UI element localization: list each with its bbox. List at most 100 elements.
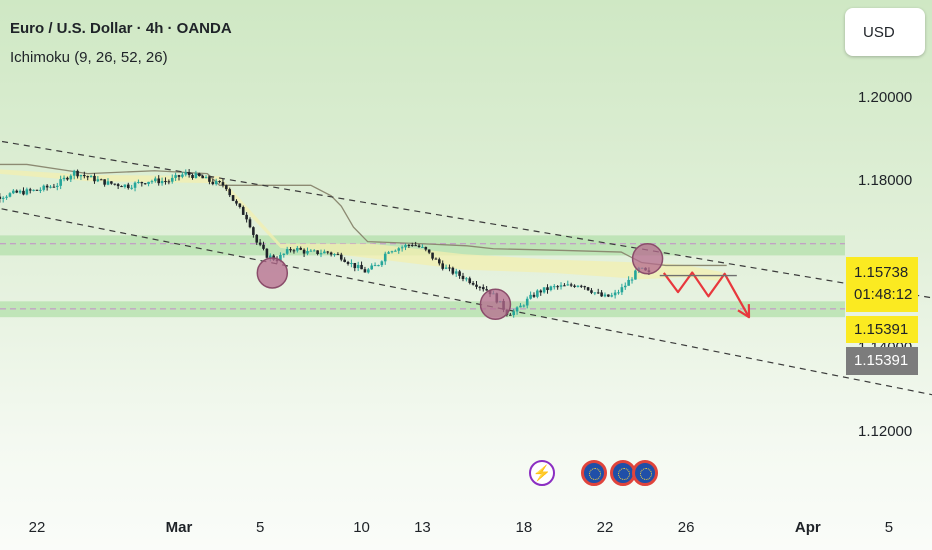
candle-body <box>154 178 157 182</box>
candle-body <box>292 250 296 252</box>
candle-body <box>204 177 208 179</box>
candle-body <box>607 294 610 297</box>
line-price-tag: 1.15391 <box>846 347 918 375</box>
candle-body <box>35 189 39 191</box>
candle-body <box>32 189 35 191</box>
candle-body <box>106 181 110 185</box>
candle-body <box>323 251 326 254</box>
candle-body <box>451 267 455 274</box>
candle-body <box>380 261 384 266</box>
candle-body <box>39 189 42 191</box>
candle-body <box>45 185 49 188</box>
candle-body <box>367 269 370 273</box>
candle-body <box>12 190 15 194</box>
candle-body <box>509 314 512 316</box>
currency-button[interactable]: USD <box>845 8 925 56</box>
candle-body <box>268 255 272 258</box>
candle-body <box>72 170 76 176</box>
candle-body <box>583 286 586 288</box>
candle-body <box>197 173 201 176</box>
candle-body <box>407 244 411 246</box>
candle-body <box>333 254 336 256</box>
candle-body <box>76 170 79 177</box>
candle-body <box>394 250 397 252</box>
candle-body <box>590 290 593 293</box>
candle-body <box>316 250 319 255</box>
candle-body <box>96 179 100 182</box>
candle-body <box>265 248 269 258</box>
candle-body <box>150 181 154 183</box>
candle-body <box>218 180 221 183</box>
candle-body <box>22 190 25 195</box>
candle-body <box>228 189 232 196</box>
x-tick-label: 22 <box>28 519 46 536</box>
candle-body <box>25 189 29 195</box>
x-tick-label: 5 <box>255 519 265 536</box>
candle-body <box>174 175 177 178</box>
candle-body <box>580 285 583 287</box>
candle-body <box>255 234 259 243</box>
ichimoku-line <box>0 163 727 267</box>
candle-body <box>519 305 522 308</box>
candle-body <box>116 184 120 187</box>
bar-countdown: 01:48:12 <box>854 286 913 303</box>
eu-flag-icon[interactable] <box>632 460 658 486</box>
candle-body <box>167 181 171 183</box>
candle-body <box>600 292 603 297</box>
candle-body <box>431 252 434 259</box>
candle-body <box>387 252 390 254</box>
candle-body <box>225 185 228 190</box>
x-tick-label: 26 <box>677 519 695 536</box>
candle-body <box>630 279 634 281</box>
candle-body <box>566 284 570 286</box>
candle-body <box>99 179 103 181</box>
candle-body <box>339 254 343 260</box>
candle-body <box>187 172 191 175</box>
candle-body <box>481 287 485 290</box>
candle-body <box>55 185 59 187</box>
eu-flag-icon[interactable] <box>581 460 607 486</box>
candle-body <box>512 311 515 316</box>
indicator-legend[interactable]: Ichimoku (9, 26, 52, 26) <box>10 49 168 66</box>
candle-body <box>160 181 164 184</box>
candle-body <box>549 286 553 291</box>
bid-price-tag: 1.15391 <box>846 316 918 343</box>
candle-body <box>559 285 563 287</box>
symbol-title[interactable]: Euro / U.S. Dollar · 4h · OANDA <box>10 20 232 37</box>
candle-body <box>18 190 22 193</box>
candle-body <box>471 282 475 285</box>
candle-body <box>569 284 573 286</box>
candle-body <box>103 179 106 185</box>
candle-body <box>427 249 431 253</box>
candle-body <box>211 181 215 185</box>
candle-body <box>522 305 526 307</box>
bolt-icon[interactable]: ⚡ <box>529 460 555 486</box>
candle-body <box>120 186 123 188</box>
candle-body <box>113 183 117 185</box>
eu-flag-icon[interactable] <box>610 460 636 486</box>
candle-body <box>299 247 303 250</box>
candle-body <box>620 287 624 293</box>
candle-body <box>573 285 576 287</box>
x-tick-label: Mar <box>165 519 193 536</box>
candle-body <box>302 249 306 254</box>
candle-body <box>184 172 188 175</box>
last-price-value: 1.15738 <box>854 264 909 281</box>
candle-body <box>201 175 204 179</box>
candle-body <box>110 181 113 184</box>
candle-body <box>346 262 350 264</box>
candle-body <box>191 174 194 179</box>
candle-body <box>603 294 607 297</box>
candle-body <box>424 246 428 250</box>
candle-body <box>410 245 414 247</box>
candle-body <box>221 182 225 186</box>
candle-body <box>421 246 424 248</box>
candle-body <box>434 258 438 260</box>
forecast-arrow <box>662 271 751 319</box>
candle-body <box>360 264 363 270</box>
x-tick-label: 18 <box>515 519 533 536</box>
candle-body <box>83 174 86 177</box>
candle-body <box>89 175 93 178</box>
candle-body <box>414 245 417 247</box>
